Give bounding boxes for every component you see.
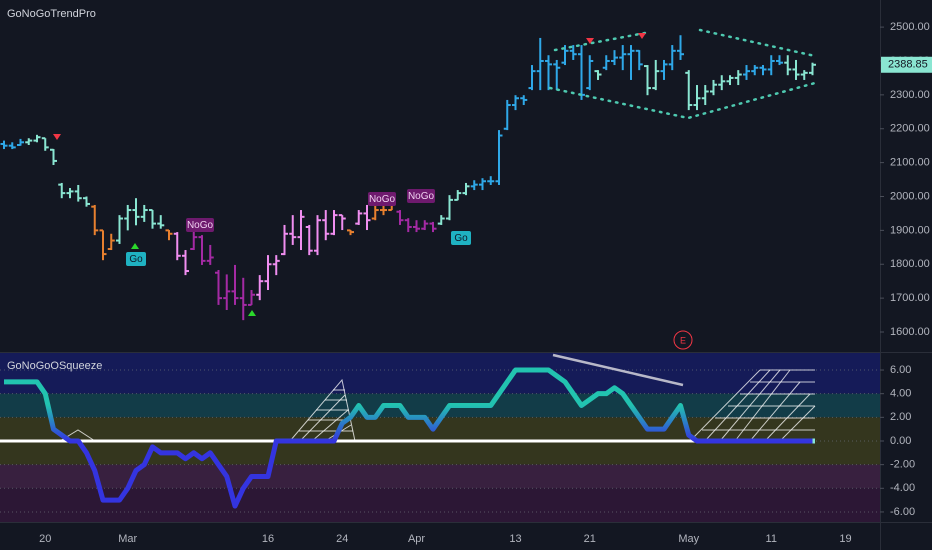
y-tick-label: 2100.00: [890, 157, 930, 169]
x-tick-label: 24: [336, 533, 348, 545]
sell-arrow: [586, 38, 594, 44]
zone-band: [0, 488, 880, 522]
y-tick-label: -4.00: [890, 482, 915, 494]
annotation-box: [407, 189, 435, 203]
annotation-box: [451, 231, 471, 245]
y-tick-label: -6.00: [890, 506, 915, 518]
y-tick-label: 1600.00: [890, 326, 930, 338]
zone-band: [0, 353, 880, 394]
y-tick-label: 6.00: [890, 364, 911, 376]
buy-arrow: [248, 310, 256, 316]
y-tick-label: 2500.00: [890, 21, 930, 33]
earnings-label: E: [680, 335, 686, 345]
y-tick-label: 1800.00: [890, 258, 930, 270]
x-tick-label: 21: [584, 533, 596, 545]
price-tag: [881, 56, 932, 73]
bands: [0, 353, 880, 522]
annotation-label: NoGo: [369, 194, 396, 205]
annotation-label: Go: [129, 254, 143, 265]
divergence-line: [552, 353, 684, 387]
zone-band: [0, 393, 880, 418]
annotation-label: Go: [454, 233, 468, 244]
annotation-box: [126, 252, 146, 266]
x-tick-label: 20: [39, 533, 51, 545]
zone-band: [0, 440, 880, 465]
chart-title: GoNoGoTrendPro: [7, 8, 96, 20]
y-tick-label: 0.00: [890, 435, 911, 447]
earnings-marker: [673, 330, 693, 350]
y-tick-label: 4.00: [890, 388, 911, 400]
annotation-box: [186, 218, 214, 232]
pattern-line: [548, 81, 817, 120]
zone-band: [0, 417, 880, 441]
x-tick-label: 11: [766, 533, 777, 545]
annotation-label: NoGo: [408, 191, 435, 202]
y-tick-label: 2200.00: [890, 123, 930, 135]
x-tick-label: 16: [262, 533, 274, 545]
sell-arrow: [53, 134, 61, 140]
y-tick-label: 2.00: [890, 411, 911, 423]
indicator-title: GoNoGoOSqueeze: [7, 360, 102, 372]
annotation-box: [368, 192, 396, 206]
x-tick-label: Mar: [118, 533, 137, 545]
x-tick-label: Apr: [408, 533, 425, 545]
x-tick-label: 19: [839, 533, 851, 545]
x-tick-label: 13: [509, 533, 521, 545]
oscillator-line: [4, 367, 813, 509]
price-tag-label: 2388.85: [888, 59, 928, 71]
y-tick-label: 1900.00: [890, 224, 930, 236]
sell-arrow: [638, 33, 646, 39]
pattern-line: [553, 31, 647, 52]
y-tick-label: 2000.00: [890, 190, 930, 202]
y-tick-label: 1700.00: [890, 292, 930, 304]
annotation-label: NoGo: [187, 220, 214, 231]
x-tick-label: May: [678, 533, 699, 545]
y-tick-label: -2.00: [890, 459, 915, 471]
y-tick-label: 2300.00: [890, 89, 930, 101]
pattern-line: [698, 28, 817, 58]
buy-arrow: [131, 243, 139, 249]
